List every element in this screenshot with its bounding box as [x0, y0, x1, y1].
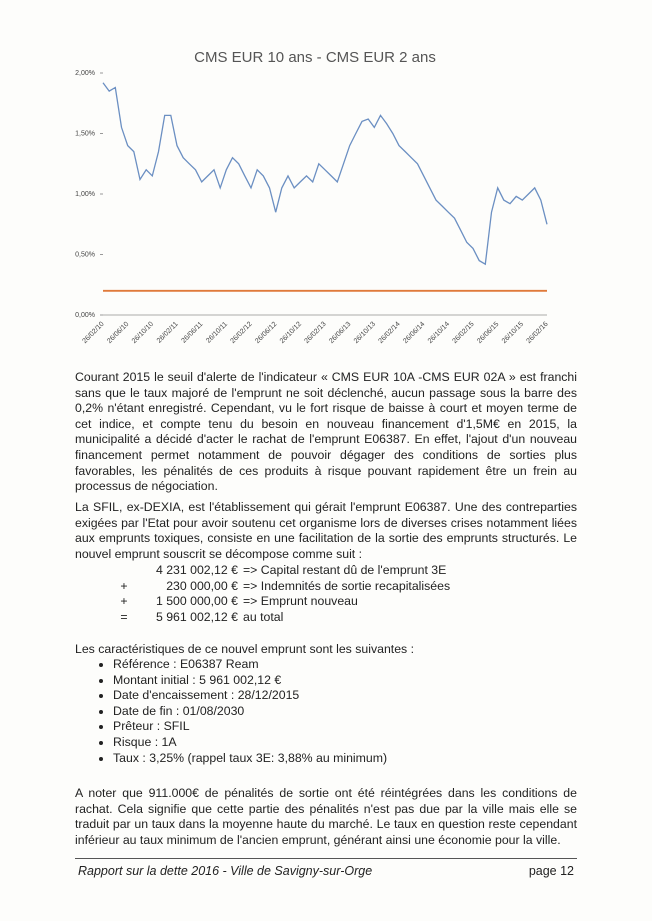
- x-tick-label: 26/06/11: [181, 321, 205, 345]
- list-intro: Les caractéristiques de ce nouvel emprun…: [75, 642, 415, 656]
- x-tick-label: 26/06/13: [328, 321, 352, 345]
- calc-row: +1 500 000,00 € => Emprunt nouveau: [110, 594, 450, 610]
- amount: 5 961 002,12 €: [155, 609, 238, 624]
- description: => Emprunt nouveau: [243, 594, 358, 609]
- list-item: Montant initial : 5 961 002,12 €: [113, 673, 387, 689]
- x-tick-label: 26/10/14: [427, 321, 451, 345]
- amount: 1 500 000,00 €: [155, 594, 238, 609]
- amount: 230 000,00 €: [166, 578, 238, 593]
- paragraph: A noter que 911.000€ de pénalités de sor…: [75, 786, 577, 847]
- x-tick-label: 26/02/13: [303, 321, 327, 345]
- amount: 4 231 002,12 €: [155, 563, 238, 577]
- page-number: page 12: [528, 864, 574, 878]
- calc-row: = 5 961 002,12 € au total: [110, 610, 450, 626]
- x-tick-label: 26/10/12: [279, 321, 303, 345]
- list: Référence : E06387 ReamMontant initial :…: [95, 657, 387, 766]
- operator: +: [120, 578, 128, 593]
- chart-title: CMS EUR 10 ans - CMS EUR 2 ans: [194, 49, 436, 66]
- list-item: Référence : E06387 Ream: [113, 657, 387, 673]
- paragraph: Courant 2015 le seuil d'alerte de l'indi…: [75, 370, 577, 494]
- calc-row: 4 231 002,12 € => Capital restant dû de l…: [110, 563, 450, 579]
- paragraph: La SFIL, ex-DEXIA, est l'établissement q…: [75, 500, 577, 561]
- list-item: Date de fin : 01/08/2030: [113, 704, 387, 720]
- x-tick-label: 26/02/12: [229, 321, 253, 345]
- operator: =: [120, 609, 128, 624]
- x-tick-label: 26/06/10: [106, 321, 130, 345]
- x-tick-label: 26/02/10: [81, 321, 105, 345]
- y-tick-label: 1,00%: [75, 191, 95, 198]
- footer-title: Rapport sur la dette 2016 - Ville de Sav…: [78, 864, 373, 878]
- calc-row: +230 000,00 € => Indemnités de sortie rec…: [110, 579, 450, 595]
- x-tick-label: 26/06/14: [402, 321, 426, 345]
- operator: +: [120, 594, 128, 609]
- series-line: [102, 82, 548, 266]
- x-tick-label: 26/02/16: [525, 321, 549, 345]
- x-tick-label: 26/10/13: [353, 321, 377, 345]
- footer-rule: [75, 858, 577, 859]
- x-tick-label: 26/10/11: [205, 321, 229, 345]
- list-item: Risque : 1A: [113, 735, 387, 751]
- y-tick-label: 0,00%: [75, 312, 95, 319]
- list-item: Prêteur : SFIL: [113, 719, 387, 735]
- y-tick-label: 0,50%: [75, 251, 95, 258]
- list-item: Date d'encaissement : 28/12/2015: [113, 688, 387, 704]
- x-tick-label: 26/10/10: [131, 321, 155, 345]
- y-tick-label: 1,50%: [75, 130, 95, 137]
- calculation: 4 231 002,12 € => Capital restant dû de l…: [110, 563, 450, 625]
- chart: CMS EUR 10 ans - CMS EUR 2 ans 0,00% 0,50…: [75, 49, 550, 345]
- description: au total: [243, 609, 284, 624]
- y-tick-label: 2,00%: [75, 70, 95, 77]
- x-tick-label: 26/02/14: [377, 321, 401, 345]
- list-item: Taux : 3,25% (rappel taux 3E: 3,88% au m…: [113, 751, 387, 767]
- x-tick-label: 26/06/15: [476, 321, 500, 345]
- operator: [110, 563, 138, 579]
- description: => Capital restant dû de l'emprunt 3E: [243, 563, 447, 577]
- x-tick-label: 26/06/12: [254, 321, 278, 345]
- x-tick-label: 26/02/15: [451, 321, 475, 345]
- description: => Indemnités de sortie recapitalisées: [243, 578, 451, 593]
- x-tick-label: 26/10/15: [501, 321, 525, 345]
- x-tick-label: 26/02/11: [156, 321, 180, 345]
